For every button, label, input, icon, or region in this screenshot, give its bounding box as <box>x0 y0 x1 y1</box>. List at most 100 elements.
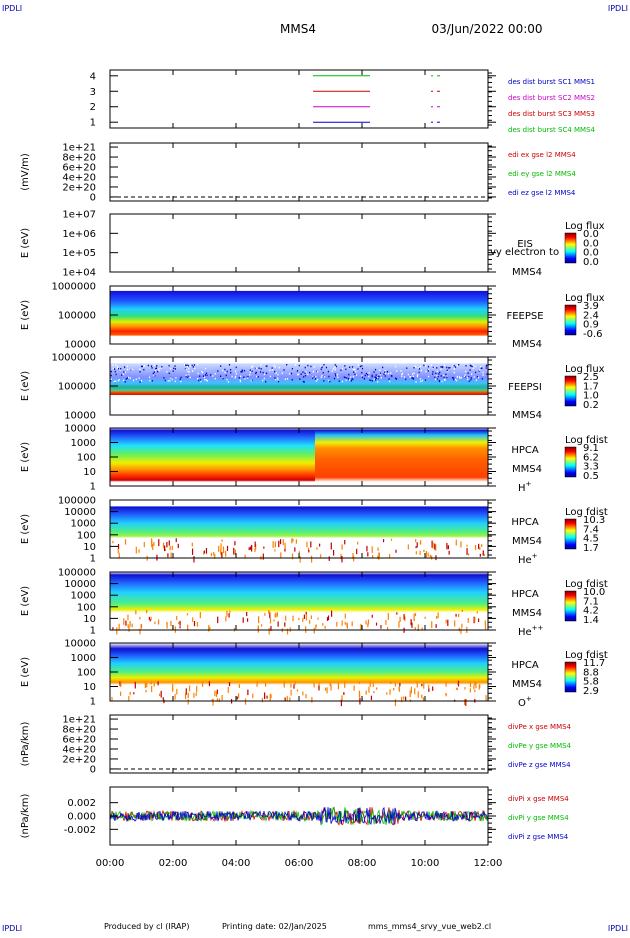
speckle <box>332 367 334 370</box>
speckle <box>227 686 229 693</box>
y-tick-label: 100 <box>77 668 96 679</box>
colorbar-tick-label: 5.8 <box>583 677 599 688</box>
speckle <box>275 372 277 374</box>
speckle <box>313 682 315 688</box>
speckle <box>127 614 129 621</box>
y-tick-label: 1e+04 <box>62 268 96 279</box>
y-tick-label: 1000000 <box>51 353 96 364</box>
footer-printing: Printing date: 02/Jan/2025 <box>222 922 327 931</box>
overlay: vy electron to <box>490 247 559 258</box>
speckle <box>395 549 397 553</box>
speckle <box>252 365 254 368</box>
speckle <box>160 367 162 369</box>
x-tick-label: 10:00 <box>411 858 440 869</box>
speckle <box>374 368 377 371</box>
speckle <box>296 689 299 692</box>
speckle <box>465 699 467 706</box>
speckle <box>425 370 427 373</box>
speckle <box>476 611 478 614</box>
speckle <box>111 696 113 701</box>
speckle <box>464 375 466 377</box>
speckle <box>405 696 407 702</box>
y-tick-label: -0.002 <box>64 825 96 836</box>
speckle <box>158 539 160 547</box>
speckle <box>432 686 434 691</box>
speckle <box>174 694 176 700</box>
speckle <box>285 615 287 621</box>
speckle <box>334 375 336 377</box>
speckle <box>349 379 351 381</box>
speckle <box>273 619 275 622</box>
speckle <box>471 365 473 368</box>
speckle <box>371 614 373 618</box>
speckle <box>486 364 488 367</box>
speckle <box>464 375 466 378</box>
speckle <box>216 689 218 695</box>
speckle <box>485 695 487 701</box>
speckle <box>114 380 116 383</box>
speckle <box>274 613 276 618</box>
y-tick-label: 100 <box>77 530 96 541</box>
speckle <box>184 364 187 366</box>
speckle <box>284 697 286 701</box>
y-tick-label: 1e+21 <box>62 143 96 154</box>
speckle <box>479 369 481 371</box>
speckle <box>481 544 483 547</box>
speckle <box>280 552 282 559</box>
speckle <box>140 623 142 629</box>
speckle <box>454 366 457 368</box>
speckle <box>304 374 307 377</box>
speckle <box>249 546 251 550</box>
speckle <box>358 692 361 698</box>
speckle <box>416 542 418 548</box>
speckle <box>344 621 346 625</box>
speckle <box>216 698 219 702</box>
speckle <box>322 371 324 374</box>
speckle <box>255 367 257 370</box>
speckle <box>129 691 131 696</box>
speckle <box>213 551 215 556</box>
speckle <box>206 380 209 382</box>
speckle <box>375 377 378 379</box>
speckle <box>193 556 195 563</box>
speckle <box>419 550 421 555</box>
speckle <box>291 553 294 560</box>
y-tick-label: 100000 <box>58 382 96 393</box>
speckle <box>434 378 437 381</box>
speckle <box>415 546 417 549</box>
speckle <box>385 619 387 625</box>
y-label: E (eV) <box>20 514 31 544</box>
speckle <box>379 372 382 375</box>
speckle <box>445 619 447 624</box>
speckle <box>334 373 336 375</box>
speckle <box>286 363 288 366</box>
speckle <box>390 681 392 684</box>
x-tick-label: 04:00 <box>222 858 251 869</box>
speckle <box>251 366 253 368</box>
speckle <box>423 549 425 553</box>
speckle <box>443 374 445 377</box>
y-tick-label: 1 <box>90 554 96 565</box>
speckle <box>226 378 228 381</box>
speckle <box>413 613 415 620</box>
speckle <box>419 365 421 368</box>
speckle <box>162 542 165 548</box>
colorbar-tick-label: 0.0 <box>583 238 599 249</box>
instrument: HPCA <box>511 445 539 456</box>
speckle <box>264 682 267 687</box>
speckle <box>215 691 218 697</box>
speckle <box>440 375 442 377</box>
speckle <box>166 541 168 548</box>
speckle <box>395 365 397 368</box>
speckle <box>309 620 311 624</box>
speckle <box>272 541 274 548</box>
speckle <box>192 366 194 368</box>
speckle <box>344 680 346 688</box>
speckle <box>471 373 473 375</box>
panel: 4 3 2 1 des dist burst SC1 MMS1 des dist burs… <box>90 69 596 134</box>
colorbar-title: Log flux <box>565 364 605 375</box>
speckle <box>254 367 256 370</box>
speckle <box>371 374 373 377</box>
speckle <box>191 370 194 372</box>
